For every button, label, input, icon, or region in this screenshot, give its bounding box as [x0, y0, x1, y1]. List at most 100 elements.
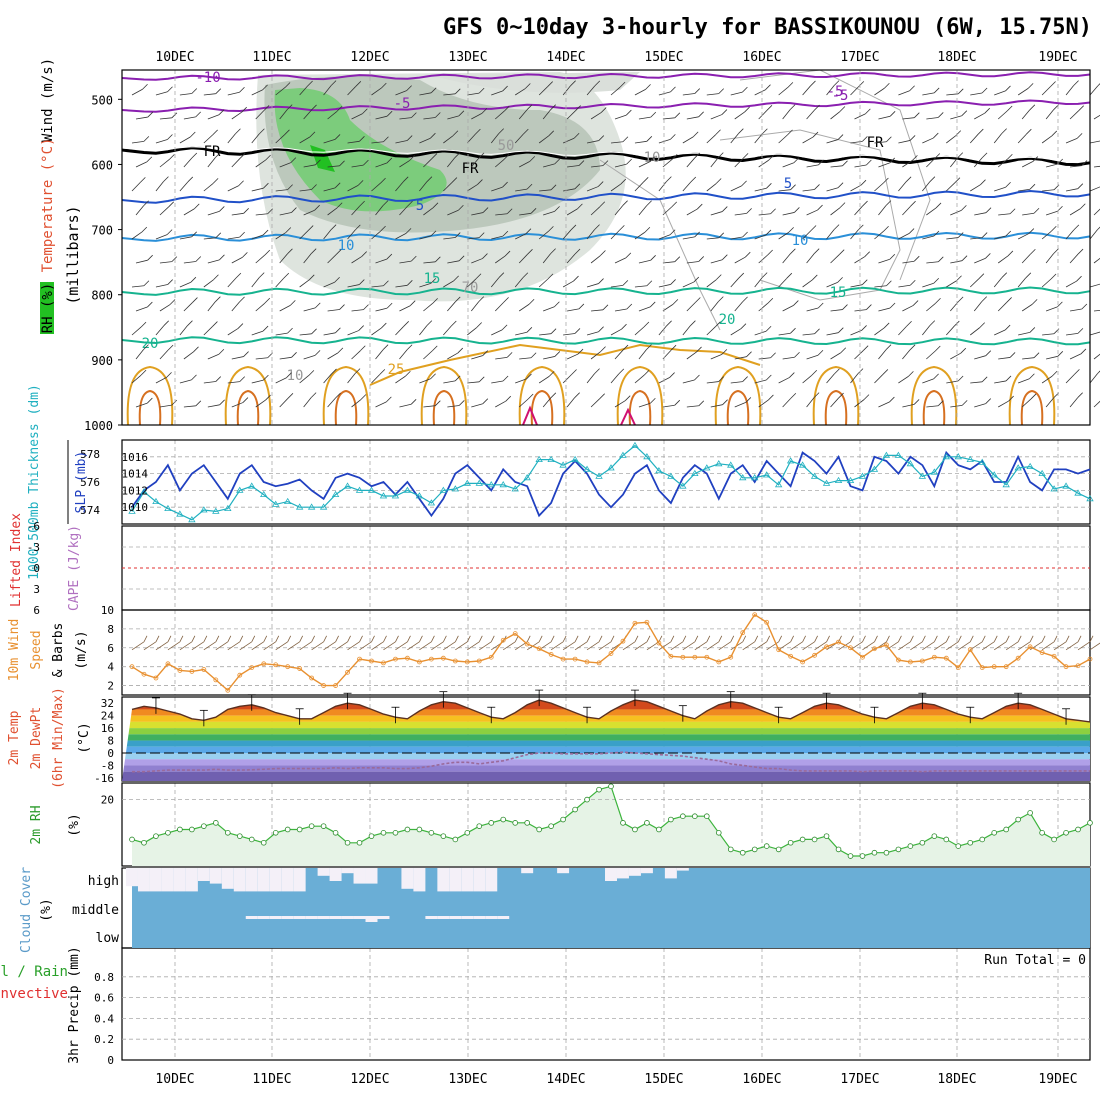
wind-barb: [754, 330, 767, 336]
wind-barb-feather: [522, 272, 529, 279]
wind-barb: [566, 208, 578, 216]
wind-barb: [279, 109, 288, 120]
wind-barb-feather: [314, 302, 321, 309]
wind-barb: [878, 307, 891, 312]
wind-barb-feather: [602, 304, 609, 311]
wind-barb: [970, 184, 981, 192]
wind-barb: [710, 157, 719, 168]
wind-barb: [279, 212, 292, 216]
wind-barb-feather: [238, 180, 244, 187]
wind-barb-feather: [935, 202, 942, 209]
wind-barb: [734, 301, 743, 312]
wind-barb: [614, 349, 624, 360]
surface-wind-barb: [1041, 641, 1055, 651]
wind-barb-feather: [195, 256, 202, 262]
surface-wind-barb: [790, 641, 803, 651]
date-label-top: 19DEC: [1038, 50, 1077, 65]
rh-marker: [500, 816, 507, 823]
wind-barb: [515, 378, 527, 384]
temp-contour-fr: [121, 146, 1091, 167]
thickness-marker: [1002, 481, 1010, 488]
wind-barb-feather: [600, 346, 606, 352]
wind-barb: [1069, 308, 1082, 312]
temp-contour-10: [121, 231, 1091, 242]
wind-barb: [327, 111, 338, 120]
precip-ytick: 0: [107, 1054, 114, 1067]
date-label-top: 14DEC: [546, 50, 585, 65]
wind-speed-marker: [189, 668, 195, 674]
surface-wind-feather: [574, 635, 579, 642]
rh-marker: [584, 796, 590, 803]
wind-barb-feather: [883, 177, 889, 184]
wind-barb-feather: [267, 208, 273, 215]
contour-label: 10: [287, 368, 304, 384]
wind-barb: [227, 236, 240, 240]
rh-marker: [859, 853, 866, 859]
wind-barb-feather: [190, 276, 197, 283]
wind-barb-feather: [598, 135, 605, 141]
wind-barb-feather: [550, 248, 556, 254]
wind-barb: [447, 157, 456, 168]
wind-barb: [303, 253, 312, 264]
thickness-marker: [271, 500, 280, 507]
surface-wind-barb: [598, 641, 612, 651]
wind-barb-feather: [239, 153, 246, 159]
wind-barb-feather: [311, 104, 317, 111]
wind-speed-marker: [632, 620, 638, 626]
wind-barb-feather: [866, 304, 872, 310]
thickness-marker: [176, 510, 184, 517]
wind-barb-feather: [646, 344, 652, 350]
wind-barb: [279, 305, 291, 312]
wind-barb: [658, 325, 667, 336]
surface-wind-feather: [251, 635, 256, 642]
rh-marker: [236, 833, 243, 839]
wind-speed-marker: [788, 653, 794, 659]
wind-barb: [997, 158, 1008, 168]
wind-barb-feather: [166, 372, 172, 378]
wind-barb: [974, 403, 986, 408]
wind-barb: [255, 213, 268, 216]
wind-barb-feather: [670, 344, 677, 351]
wind-barb-feather: [908, 371, 914, 377]
wind-barb: [203, 237, 216, 240]
wind-barb: [946, 280, 957, 288]
wind-barb: [207, 353, 220, 360]
label-rh-b: (%): [67, 813, 82, 836]
wind-speed-marker: [752, 612, 758, 618]
wind-speed-marker: [141, 671, 147, 677]
surface-wind-barb: [419, 641, 432, 651]
contour-label: 10: [644, 150, 661, 166]
wind-speed-marker: [1015, 655, 1021, 661]
surface-wind-feather: [407, 635, 411, 642]
wind-barb-feather: [696, 346, 702, 353]
wind-barb: [251, 277, 260, 288]
upper-ytick: 700: [91, 224, 113, 238]
wind-barb: [159, 349, 169, 360]
wind-barb-feather: [672, 299, 679, 305]
wind-barb: [443, 237, 456, 240]
wind-barb-feather: [482, 253, 488, 259]
date-label-bottom: 16DEC: [742, 1072, 781, 1087]
wind-barb: [610, 284, 623, 288]
rh-marker: [763, 843, 770, 849]
wind-barb: [686, 157, 696, 168]
wind-barb: [255, 254, 266, 264]
wind-barb: [299, 85, 308, 96]
wind-speed-marker: [1027, 644, 1033, 650]
wind-barb: [207, 301, 216, 312]
wind-barb: [682, 236, 695, 240]
wind-barb: [490, 133, 500, 144]
wind-barb: [323, 139, 336, 144]
rh-marker: [715, 829, 722, 836]
surface-wind-barb: [203, 641, 217, 651]
wind-barb-feather: [290, 157, 297, 163]
cloud-high-bar: [664, 868, 677, 879]
wind-barb-feather: [650, 397, 656, 404]
wind-barb: [778, 134, 788, 144]
wind-barb-feather: [503, 297, 509, 303]
wind-barb-feather: [482, 207, 489, 213]
wind-barb-feather: [929, 320, 936, 326]
surface-wind-feather: [275, 635, 280, 642]
wind-barb: [662, 404, 675, 408]
thickness-marker: [319, 503, 328, 510]
